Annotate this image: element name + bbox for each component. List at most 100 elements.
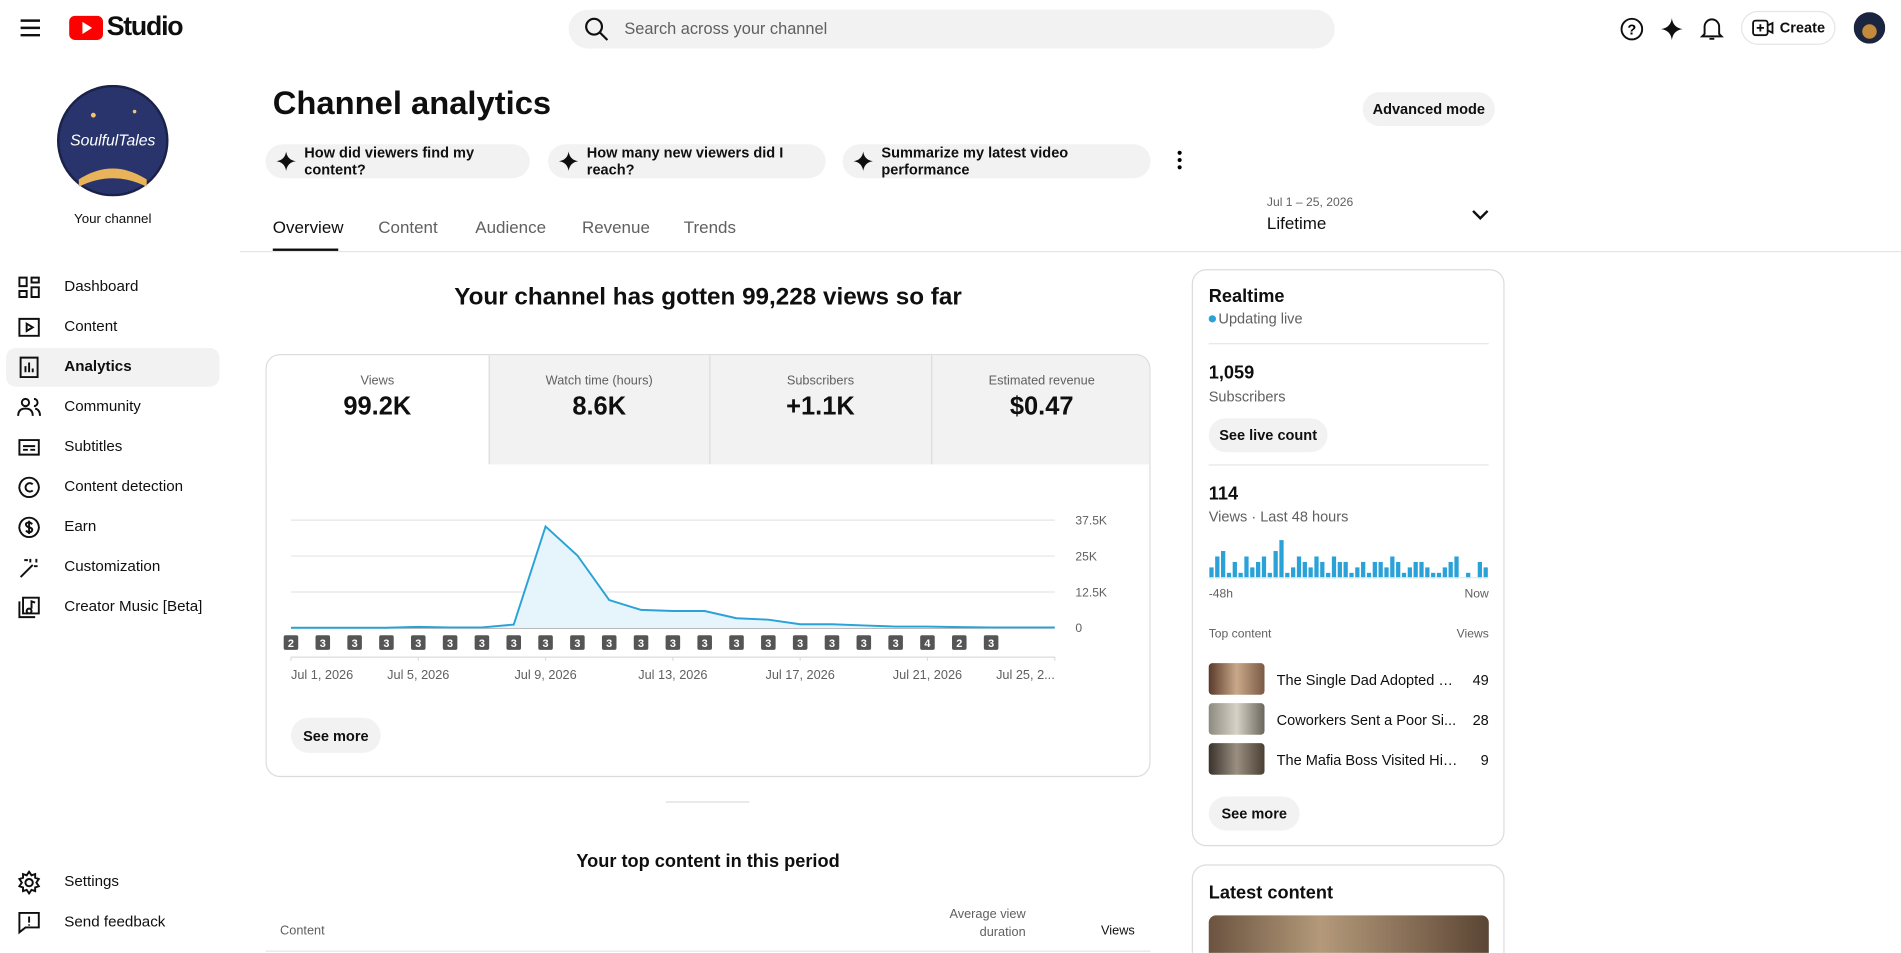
bar [1378,561,1383,579]
headline: Your channel has gotten 99,228 views so … [454,283,962,311]
video-marker[interactable] [888,635,903,650]
advanced-mode-button[interactable]: Advanced mode [1362,92,1495,127]
views-label: Views · Last 48 hours [1208,507,1349,525]
video-marker[interactable] [665,635,681,650]
y-tick-label: 37.5K [1075,513,1107,527]
prompt-chip[interactable]: Summarize my latest video performance [842,144,1151,179]
video-marker[interactable] [983,635,999,650]
video-marker-count: 3 [574,638,580,650]
ai-icon[interactable] [1660,17,1684,41]
menu-icon[interactable] [19,18,41,37]
overview-card: Views 99.2K Watch time (hours) 8.6K Subscrib… [265,354,1151,778]
video-marker[interactable] [442,635,458,650]
table-divider [265,950,1151,952]
nav-item[interactable]: Community [6,388,219,427]
video-marker[interactable] [920,635,935,650]
latest-thumbnail[interactable] [1208,915,1489,953]
video-marker[interactable] [506,635,522,650]
bar [1477,561,1482,579]
video-marker[interactable] [856,635,872,650]
video-marker[interactable] [729,635,744,650]
thumbnail [1208,663,1265,695]
video-marker[interactable] [347,635,362,650]
notifications-icon[interactable] [1699,16,1724,43]
account-avatar[interactable] [1853,12,1886,44]
prompt-chip[interactable]: How did viewers find my content? [265,144,530,179]
your-channel[interactable]: Your channel [74,212,152,227]
logo-text[interactable]: Studio [106,10,184,42]
tab[interactable]: Audience [475,217,547,237]
video-marker[interactable] [379,635,394,650]
video-marker[interactable] [792,635,808,650]
video-marker[interactable] [570,635,585,650]
icon-shape [558,151,579,171]
tab[interactable]: Trends [683,217,736,237]
tab[interactable]: Overview [272,217,344,237]
bar [1320,561,1325,579]
video-marker[interactable] [315,635,331,650]
logo-icon[interactable] [69,15,104,41]
video-marker[interactable] [283,635,299,650]
nav-item[interactable]: Content [6,308,219,347]
create-button[interactable]: Create [1740,10,1836,45]
metric-tab[interactable]: Views 99.2K [266,355,488,465]
chip-label: How many new viewers did I reach? [586,144,784,179]
video-marker-count: 3 [383,638,389,650]
x-tick-label: Jul 9, 2026 [514,667,576,682]
table-header[interactable]: Views [1101,923,1135,939]
prompt-chip[interactable]: How many new viewers did I reach? [547,144,826,179]
video-marker[interactable] [824,635,840,650]
period-dropdown[interactable] [1472,209,1489,221]
video-marker-count: 4 [924,638,930,650]
tab[interactable]: Content [378,217,438,237]
bar [1232,561,1237,579]
nav-item[interactable]: Settings [6,863,219,902]
bar [1419,561,1424,579]
channel-avatar[interactable]: SoulfulTales [56,84,169,197]
see-more-button[interactable]: See more [290,717,381,753]
divider [1208,464,1489,466]
nav-item[interactable]: Content detection [6,468,219,507]
video-marker[interactable] [538,635,553,650]
video-marker-count: 3 [988,638,994,650]
bar [1413,561,1418,579]
nav-item[interactable]: Subtitles [6,428,219,467]
video-marker-count: 3 [765,638,771,650]
subscriber-label: Subscribers [1208,387,1286,405]
video-marker[interactable] [952,635,967,650]
search-box[interactable]: Search across your channel [568,9,1335,49]
bar [1466,572,1471,579]
top-content-header: Top content [1208,628,1272,642]
top-content-row[interactable]: The Single Dad Adopted a... 49 [1208,663,1489,696]
metric-tab[interactable]: Watch time (hours) 8.6K [487,355,710,465]
video-marker[interactable] [601,635,617,650]
tab[interactable]: Revenue [581,217,650,237]
video-marker[interactable] [633,635,649,650]
realtime-chart [1208,540,1489,579]
nav-label: Creator Music [Beta] [64,597,203,615]
nav-label: Community [64,397,141,415]
see-live-count-button[interactable]: See live count [1208,418,1328,453]
video-marker[interactable] [761,635,776,650]
nav-item[interactable]: Creator Music [Beta] [6,588,219,627]
metric-tab[interactable]: Subscribers +1.1K [709,355,931,465]
nav-item[interactable]: Earn [6,508,219,547]
chip-icon [276,151,296,171]
nav-item[interactable]: Dashboard [6,268,219,307]
video-marker[interactable] [410,635,426,650]
help-icon[interactable]: ? [1620,17,1644,41]
top-content-row[interactable]: The Mafia Boss Visited His ... 9 [1208,743,1489,776]
nav-item[interactable]: Customization [6,548,219,587]
video-marker[interactable] [697,635,712,650]
top-content-row[interactable]: Coworkers Sent a Poor Si... 28 [1208,703,1489,736]
nav-icon [18,516,40,539]
divider [1208,343,1489,345]
nav-item[interactable]: Send feedback [6,903,219,942]
nav-label: Customization [64,557,161,575]
video-marker[interactable] [474,635,490,650]
metric-tab[interactable]: Estimated revenue $0.47 [930,355,1150,465]
period[interactable]: Lifetime [1266,213,1327,233]
more-icon[interactable] [1175,150,1185,170]
nav-item[interactable]: Analytics [6,347,220,387]
see-more-button[interactable]: See more [1208,796,1300,831]
